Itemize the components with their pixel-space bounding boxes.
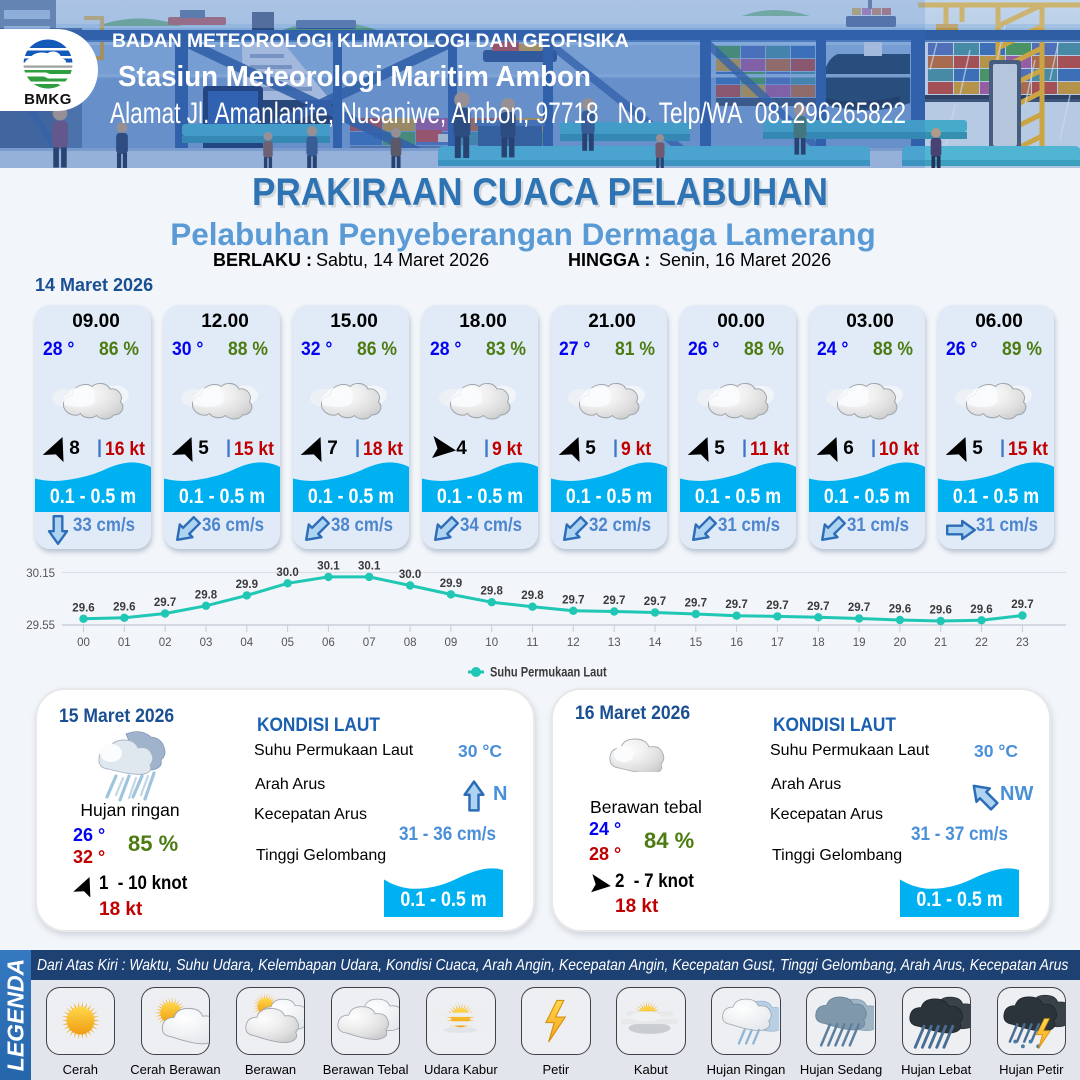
svg-text:30.0: 30.0 bbox=[399, 569, 421, 581]
svg-text:02: 02 bbox=[159, 637, 172, 649]
svg-text:15: 15 bbox=[689, 637, 702, 649]
svg-text:29.7: 29.7 bbox=[685, 598, 707, 610]
svg-text:29.7: 29.7 bbox=[807, 601, 829, 613]
svg-text:18: 18 bbox=[812, 637, 825, 649]
svg-text:29.9: 29.9 bbox=[236, 579, 258, 591]
svg-text:17: 17 bbox=[771, 637, 784, 649]
svg-text:08: 08 bbox=[404, 637, 417, 649]
svg-text:21: 21 bbox=[934, 637, 947, 649]
svg-text:29.7: 29.7 bbox=[562, 594, 584, 606]
svg-text:23: 23 bbox=[1016, 637, 1029, 649]
svg-text:29.8: 29.8 bbox=[521, 590, 544, 602]
svg-text:22: 22 bbox=[975, 637, 988, 649]
svg-text:04: 04 bbox=[240, 637, 253, 649]
svg-text:29.8: 29.8 bbox=[481, 586, 504, 598]
svg-text:00: 00 bbox=[77, 637, 90, 649]
svg-text:09: 09 bbox=[445, 637, 458, 649]
svg-text:29.7: 29.7 bbox=[725, 599, 747, 611]
svg-text:30.0: 30.0 bbox=[276, 567, 298, 579]
svg-text:29.7: 29.7 bbox=[644, 596, 666, 608]
svg-text:29.6: 29.6 bbox=[113, 601, 135, 613]
svg-text:29.6: 29.6 bbox=[930, 605, 952, 617]
svg-text:29.7: 29.7 bbox=[1011, 599, 1033, 611]
svg-text:30.1: 30.1 bbox=[358, 560, 381, 572]
svg-text:29.7: 29.7 bbox=[603, 595, 625, 607]
svg-text:29.6: 29.6 bbox=[970, 604, 992, 616]
svg-text:29.55: 29.55 bbox=[26, 620, 55, 632]
svg-text:19: 19 bbox=[853, 637, 866, 649]
svg-text:01: 01 bbox=[118, 637, 131, 649]
svg-text:29.6: 29.6 bbox=[72, 602, 94, 614]
svg-text:29.6: 29.6 bbox=[889, 604, 911, 616]
svg-text:14: 14 bbox=[649, 637, 662, 649]
svg-text:Suhu Permukaan Laut: Suhu Permukaan Laut bbox=[490, 664, 607, 680]
svg-text:29.9: 29.9 bbox=[440, 578, 462, 590]
svg-text:13: 13 bbox=[608, 637, 621, 649]
svg-text:12: 12 bbox=[567, 637, 580, 649]
svg-text:03: 03 bbox=[200, 637, 213, 649]
svg-text:11: 11 bbox=[527, 637, 539, 649]
svg-text:20: 20 bbox=[894, 637, 907, 649]
svg-text:07: 07 bbox=[363, 637, 376, 649]
svg-text:29.7: 29.7 bbox=[766, 600, 788, 612]
svg-text:30.1: 30.1 bbox=[317, 560, 340, 572]
svg-text:30.15: 30.15 bbox=[26, 568, 55, 580]
svg-text:16: 16 bbox=[730, 637, 743, 649]
svg-text:05: 05 bbox=[281, 637, 294, 649]
svg-text:29.8: 29.8 bbox=[195, 589, 218, 601]
svg-text:06: 06 bbox=[322, 637, 335, 649]
svg-text:29.7: 29.7 bbox=[848, 602, 870, 614]
svg-text:BMKG: BMKG bbox=[24, 91, 72, 108]
svg-text:10: 10 bbox=[485, 637, 498, 649]
svg-text:29.7: 29.7 bbox=[154, 597, 176, 609]
